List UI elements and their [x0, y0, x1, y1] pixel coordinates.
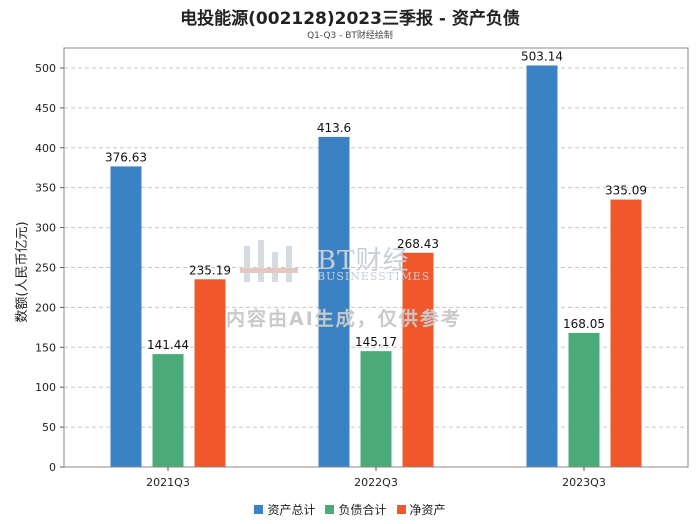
legend-item: 资产总计 [254, 501, 315, 518]
chart-legend: 资产总计 负债合计 净资产 [0, 501, 700, 518]
bar [110, 166, 142, 467]
bar-value-label: 335.09 [605, 184, 647, 198]
x-tick-label: 2022Q3 [354, 476, 398, 489]
legend-label: 负债合计 [338, 503, 387, 517]
y-tick-label: 300 [35, 222, 56, 235]
y-tick-label: 400 [35, 142, 56, 155]
y-tick-label: 50 [42, 421, 56, 434]
y-tick-label: 450 [35, 102, 56, 115]
bar [318, 136, 350, 467]
bar-value-label: 235.19 [189, 263, 231, 277]
bar [610, 199, 642, 467]
x-tick-label: 2021Q3 [146, 476, 190, 489]
legend-label: 净资产 [409, 503, 446, 517]
bar [568, 332, 600, 467]
chart-subtitle: Q1-Q3 - BT财经绘制 [307, 31, 393, 41]
bars: 376.63 141.44 235.19 413.6 145.17 268.43 503.1… [105, 49, 647, 468]
bar [152, 354, 184, 467]
bar [526, 65, 558, 468]
bar [360, 351, 392, 467]
bar-value-label: 141.44 [147, 338, 189, 352]
bar-value-label: 376.63 [105, 150, 147, 164]
y-tick-label: 200 [35, 301, 56, 314]
legend-item: 净资产 [396, 501, 446, 518]
y-tick-label: 150 [35, 341, 56, 354]
bar-value-label: 503.14 [521, 49, 563, 63]
legend-label: 资产总计 [267, 503, 316, 517]
legend-swatch [254, 505, 264, 514]
bar-value-label: 413.6 [317, 121, 351, 135]
y-tick-label: 500 [35, 62, 56, 75]
y-tick-label: 250 [35, 261, 56, 274]
bar-value-label: 268.43 [397, 237, 439, 251]
y-tick-label: 0 [49, 461, 56, 474]
bar [402, 252, 434, 467]
y-tick-label: 350 [35, 182, 56, 195]
bar-value-label: 168.05 [563, 317, 605, 331]
bar [194, 279, 226, 467]
legend-item: 负债合计 [325, 501, 387, 518]
x-tick-label: 2023Q3 [562, 476, 606, 489]
axes: 0 50 100 150 200 250 300 350 400 450 500 2021Q3 2022… [35, 47, 689, 489]
chart-title: 电投能源(002128)2023三季报 - 资产负债 [180, 9, 520, 29]
legend-swatch [325, 505, 335, 514]
y-tick-label: 100 [35, 381, 56, 394]
bar-value-label: 145.17 [355, 335, 397, 349]
y-axis-label: 数额(人民币亿元) [15, 221, 30, 322]
legend-swatch [396, 505, 406, 514]
